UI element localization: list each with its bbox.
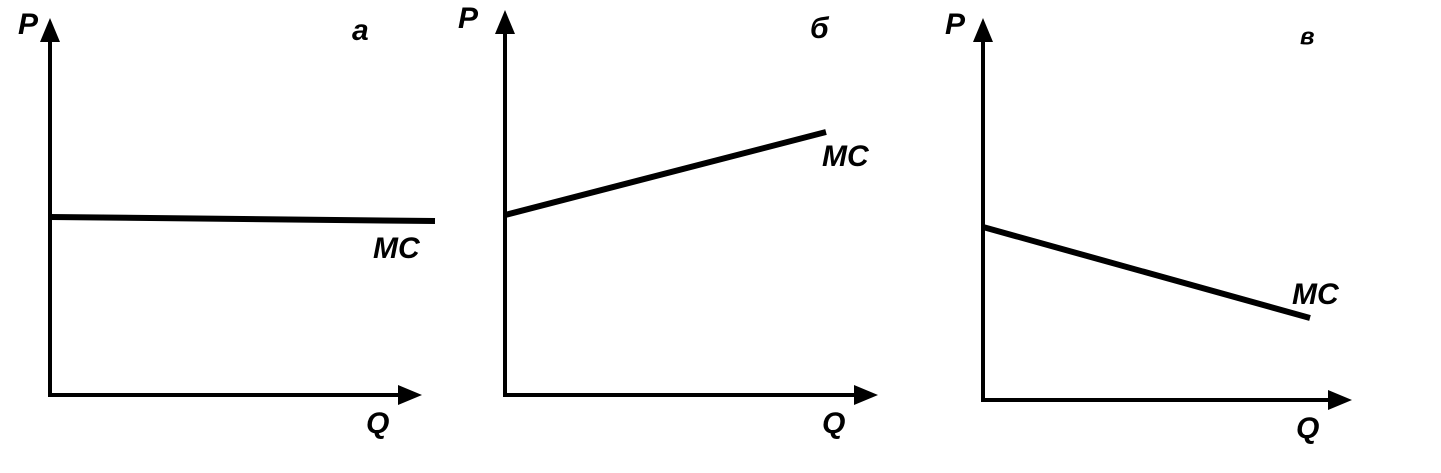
y-arrow	[495, 10, 515, 34]
x-arrow	[1328, 390, 1352, 410]
x-axis-label: Q	[822, 407, 845, 440]
y-arrow	[973, 18, 993, 42]
x-axis-label: Q	[366, 407, 389, 440]
panel: P а MC Q	[18, 8, 436, 440]
panel: P б MC Q	[458, 2, 878, 440]
mc-curve	[982, 224, 1311, 321]
y-axis-label: P	[18, 8, 39, 41]
panel-label: в	[1300, 23, 1315, 50]
mc-curve	[504, 129, 827, 218]
panel: P в MC Q	[945, 8, 1352, 445]
x-axis-label: Q	[1296, 412, 1319, 445]
curve-label: MC	[373, 232, 421, 265]
panel-label: б	[810, 12, 830, 45]
mc-curve	[49, 214, 436, 224]
curve-label: MC	[822, 140, 870, 173]
x-arrow	[854, 385, 878, 405]
curve-label: MC	[1292, 278, 1340, 311]
panel-label: а	[352, 14, 369, 47]
y-axis-label: P	[458, 2, 479, 35]
y-arrow	[40, 18, 60, 42]
y-axis-label: P	[945, 8, 966, 41]
x-arrow	[398, 385, 422, 405]
